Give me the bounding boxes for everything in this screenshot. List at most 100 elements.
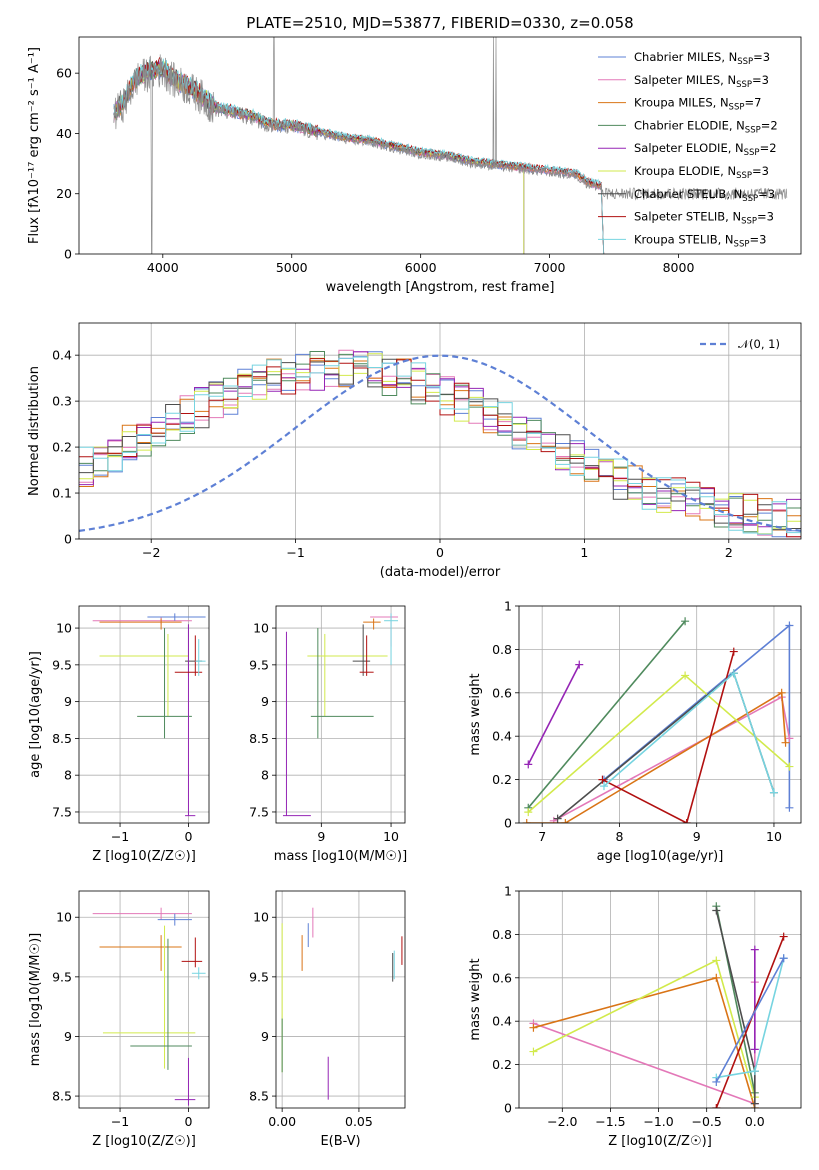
y-tick-label: 40 (56, 126, 72, 141)
y-tick-label: 0 (504, 1101, 512, 1116)
axes-frame (78, 890, 210, 1109)
y-tick-label: 0.8 (492, 642, 512, 657)
residuals-chart: −2 −1 0 1 2 0 0.1 0.2 0.3 0.4 (data-model)/error No… (27, 322, 802, 580)
legend-label: Kroupa STELIB, NSSP=3 (634, 232, 766, 249)
legend-label: Kroupa MILES, NSSP=7 (634, 96, 761, 113)
legend-label-sub: SSP (737, 57, 753, 67)
y-axis-label: age [log10(age/yr)] (28, 651, 43, 778)
x-tick-label: 0 (436, 545, 444, 560)
plot-area (529, 902, 788, 1108)
spectrum-chart: 4000 5000 6000 7000 8000 0 20 40 60 wavelength [A… (27, 14, 802, 295)
legend-label-part: Kroupa ELODIE, N (634, 164, 736, 178)
weight-point-marker (769, 788, 778, 797)
weight-series-line (602, 651, 735, 823)
x-tick-label: −1.5 (595, 1114, 625, 1129)
y-axis-label: mass [log10(M/M☉)] (28, 933, 43, 1066)
y-tick-label: 9 (64, 694, 72, 709)
weight-point-marker (561, 819, 570, 823)
x-tick-label: 10 (766, 829, 782, 844)
x-tick-label: 0.05 (345, 1114, 373, 1129)
weight-point-marker (781, 738, 790, 747)
weight-point-marker (750, 1067, 759, 1076)
weight-point-marker (524, 808, 533, 817)
legend-label-sub: SSP (744, 148, 760, 158)
x-tick-label: 4000 (147, 260, 179, 275)
y-tick-label: 0.3 (52, 394, 72, 409)
weight-point-marker (729, 669, 738, 678)
y-tick-label: 0.6 (492, 685, 512, 700)
y-tick-label: 8.5 (249, 1089, 269, 1104)
axes-frame (518, 890, 802, 1109)
x-axis-label: Z [log10(Z/Z☉)] (92, 1134, 196, 1149)
x-tick-label: 7000 (534, 260, 566, 275)
residual-histogram (79, 356, 801, 535)
y-tick-label: 20 (56, 186, 72, 201)
legend-label-part: Chabrier STELIB, N (634, 187, 742, 201)
age-weight-chart: 7 8 9 10 0 0.2 0.4 0.6 0.8 1 age [log10(age/yr)] ma… (468, 599, 802, 864)
weight-point-marker (729, 647, 738, 656)
weight-point-marker (750, 1099, 759, 1108)
y-axis-label: mass weight (468, 958, 483, 1040)
x-axis-label: E(B-V) (320, 1134, 360, 1149)
legend-label-part: Salpeter ELODIE, N (634, 141, 744, 155)
weight-point-marker (712, 1077, 721, 1086)
weight-point-marker (777, 688, 786, 697)
weight-series-line (526, 691, 787, 823)
y-tick-label: 10 (56, 910, 72, 925)
y-tick-label: 60 (56, 66, 72, 81)
x-axis-label: wavelength [Angstrom, rest frame] (326, 280, 555, 295)
weight-point-marker (681, 617, 690, 626)
legend-label-part: =3 (752, 73, 769, 87)
x-tick-label: 2 (725, 545, 733, 560)
weight-point-marker (522, 819, 531, 823)
spectrum-title: PLATE=2510, MJD=53877, FIBERID=0330, z=0… (246, 14, 633, 32)
axes-frame (518, 605, 802, 824)
residual-histogram (79, 351, 801, 528)
weight-point-marker (750, 1045, 759, 1054)
y-tick-label: 8.5 (52, 731, 72, 746)
legend-label-sub: SSP (736, 171, 752, 181)
x-axis-label: (data-model)/error (380, 565, 501, 580)
y-tick-label: 9 (261, 1029, 269, 1044)
weight-point-marker (598, 775, 607, 784)
legend-label-part: =3 (758, 187, 775, 201)
y-tick-label: 0.2 (52, 440, 72, 455)
legend-label-sub: SSP (742, 194, 758, 204)
y-tick-label: 0 (64, 247, 72, 262)
y-tick-label: 0.4 (492, 729, 512, 744)
weight-series-line (527, 620, 686, 809)
weight-point-marker (549, 816, 558, 823)
x-tick-label: −1 (111, 1114, 129, 1129)
weight-series-line (527, 674, 790, 813)
legend-label-part: Chabrier ELODIE, N (634, 118, 745, 132)
weight-point-marker (681, 671, 690, 680)
legend-label-part: Salpeter STELIB, N (634, 210, 741, 224)
y-tick-label: 0 (64, 532, 72, 547)
y-tick-label: 9 (64, 1029, 72, 1044)
y-tick-label: 0.1 (52, 486, 72, 501)
y-tick-label: 1 (504, 884, 512, 899)
legend-label-part: =3 (753, 50, 770, 64)
y-axis-label: Flux [fλ10⁻¹⁷ erg cm⁻² s⁻¹ A⁻¹] (27, 47, 42, 244)
ebv-mass-chart: 0.00 0.05 8.5 9 9.5 10 E(B-V) (249, 890, 406, 1149)
legend-label-part: =2 (760, 141, 777, 155)
weight-point-marker (785, 621, 794, 630)
weight-point-marker (682, 819, 691, 823)
y-tick-label: 8.5 (52, 1089, 72, 1104)
y-tick-label: 7.5 (249, 804, 269, 819)
weight-point-marker (779, 932, 788, 941)
weight-point-marker (779, 954, 788, 963)
legend-label-part: =3 (749, 232, 766, 246)
x-tick-label: 8000 (663, 260, 695, 275)
legend-label-sub: SSP (745, 125, 761, 135)
z-age-chart: −1 0 7.5 8 8.5 9 9.5 10 Z [log10(Z/Z☉)] age [log1… (28, 605, 210, 864)
y-tick-label: 9.5 (52, 969, 72, 984)
weight-point-marker (785, 734, 794, 743)
legend-label-part: =3 (752, 164, 769, 178)
legend-label-sub: SSP (729, 103, 745, 113)
weight-point-marker (553, 814, 562, 823)
plot-area (92, 613, 206, 817)
y-tick-label: 0 (504, 816, 512, 831)
weight-point-marker (575, 660, 584, 669)
